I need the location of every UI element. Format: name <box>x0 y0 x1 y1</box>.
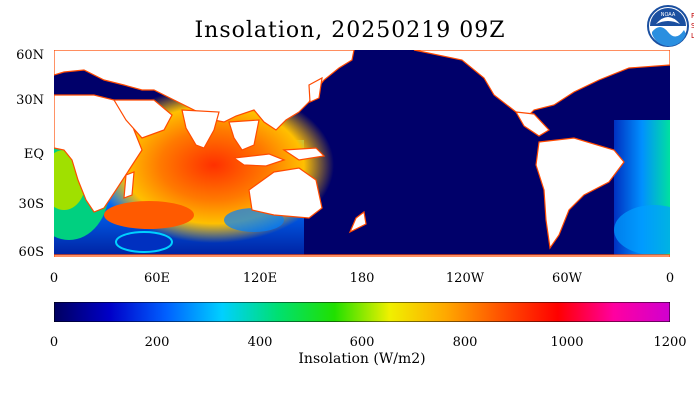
lon-label-180: 180 <box>349 271 375 286</box>
lon-label-0-left: 0 <box>49 271 59 286</box>
noaa-logo: NOAA P S L <box>647 5 694 47</box>
lon-label-60e: 60E <box>143 271 171 286</box>
colorbar-tick-0: 0 <box>49 335 59 350</box>
lon-label-0-right: 0 <box>665 271 675 286</box>
psl-letter-p: P <box>691 12 694 20</box>
colorbar <box>54 302 670 322</box>
colorbar-tick-800: 800 <box>452 335 478 350</box>
colorbar-title: Insolation (W/m2) <box>298 351 426 367</box>
lat-label-30n: 30N <box>16 93 44 108</box>
lon-label-60w: 60W <box>552 271 582 286</box>
map-title: Insolation, 20250219 09Z <box>194 18 506 43</box>
colorbar-tick-1000: 1000 <box>550 335 584 350</box>
insolation-map <box>54 50 670 257</box>
psl-letter-s: S <box>691 22 694 30</box>
colorbar-tick-600: 600 <box>349 335 375 350</box>
svg-text:NOAA: NOAA <box>661 12 676 18</box>
colorbar-tick-200: 200 <box>144 335 170 350</box>
colorbar-tick-1200: 1200 <box>653 335 687 350</box>
colorbar-tick-400: 400 <box>247 335 273 350</box>
lat-label-30s: 30S <box>18 197 44 212</box>
lon-label-120w: 120W <box>445 271 485 286</box>
lat-label-60n: 60N <box>16 48 44 63</box>
lat-label-60s: 60S <box>18 245 44 260</box>
psl-letter-l: L <box>691 32 694 40</box>
lon-label-120e: 120E <box>242 271 278 286</box>
lat-label-eq: EQ <box>23 147 44 162</box>
